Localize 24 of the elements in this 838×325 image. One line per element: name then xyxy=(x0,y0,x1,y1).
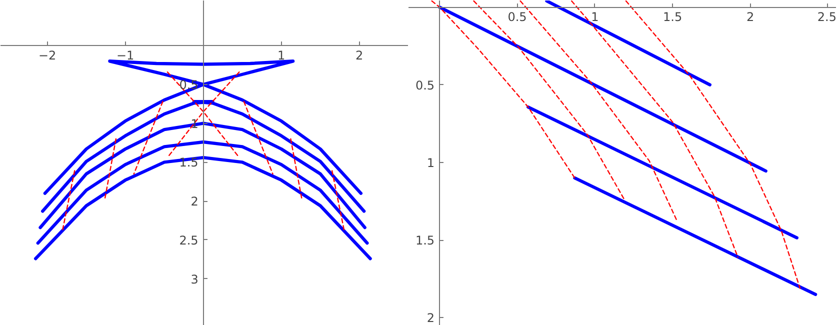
x-tick-label: 1 xyxy=(591,10,599,24)
line-series xyxy=(43,60,363,195)
y-tick-label: 1 xyxy=(426,156,435,170)
y-tick-label: 1 xyxy=(190,116,198,131)
y-tick-label: 1.5 xyxy=(415,234,435,248)
x-tick-label: 2 xyxy=(746,10,754,24)
x-tick-label: −1 xyxy=(116,48,134,63)
line-series xyxy=(571,0,738,258)
line-series xyxy=(36,140,369,245)
y-tick-label: 2 xyxy=(426,311,435,325)
line-series xyxy=(34,156,372,260)
x-tick-label: 1.5 xyxy=(663,10,682,24)
y-tick-label: 3 xyxy=(190,272,198,286)
x-tick-label: 2.5 xyxy=(817,10,837,24)
line-series xyxy=(625,0,801,289)
line-series xyxy=(473,0,626,200)
y-tick-label: 2 xyxy=(190,194,198,209)
y-tick-label: 0.5 xyxy=(415,78,435,92)
x-tick-label: 1 xyxy=(278,48,286,63)
x-tick-label: −2 xyxy=(38,48,56,63)
y-tick-label: 2.5 xyxy=(179,233,198,248)
line-series xyxy=(41,100,366,213)
x-tick-label: 2 xyxy=(356,48,364,63)
x-tick-label: 0.5 xyxy=(508,10,527,24)
